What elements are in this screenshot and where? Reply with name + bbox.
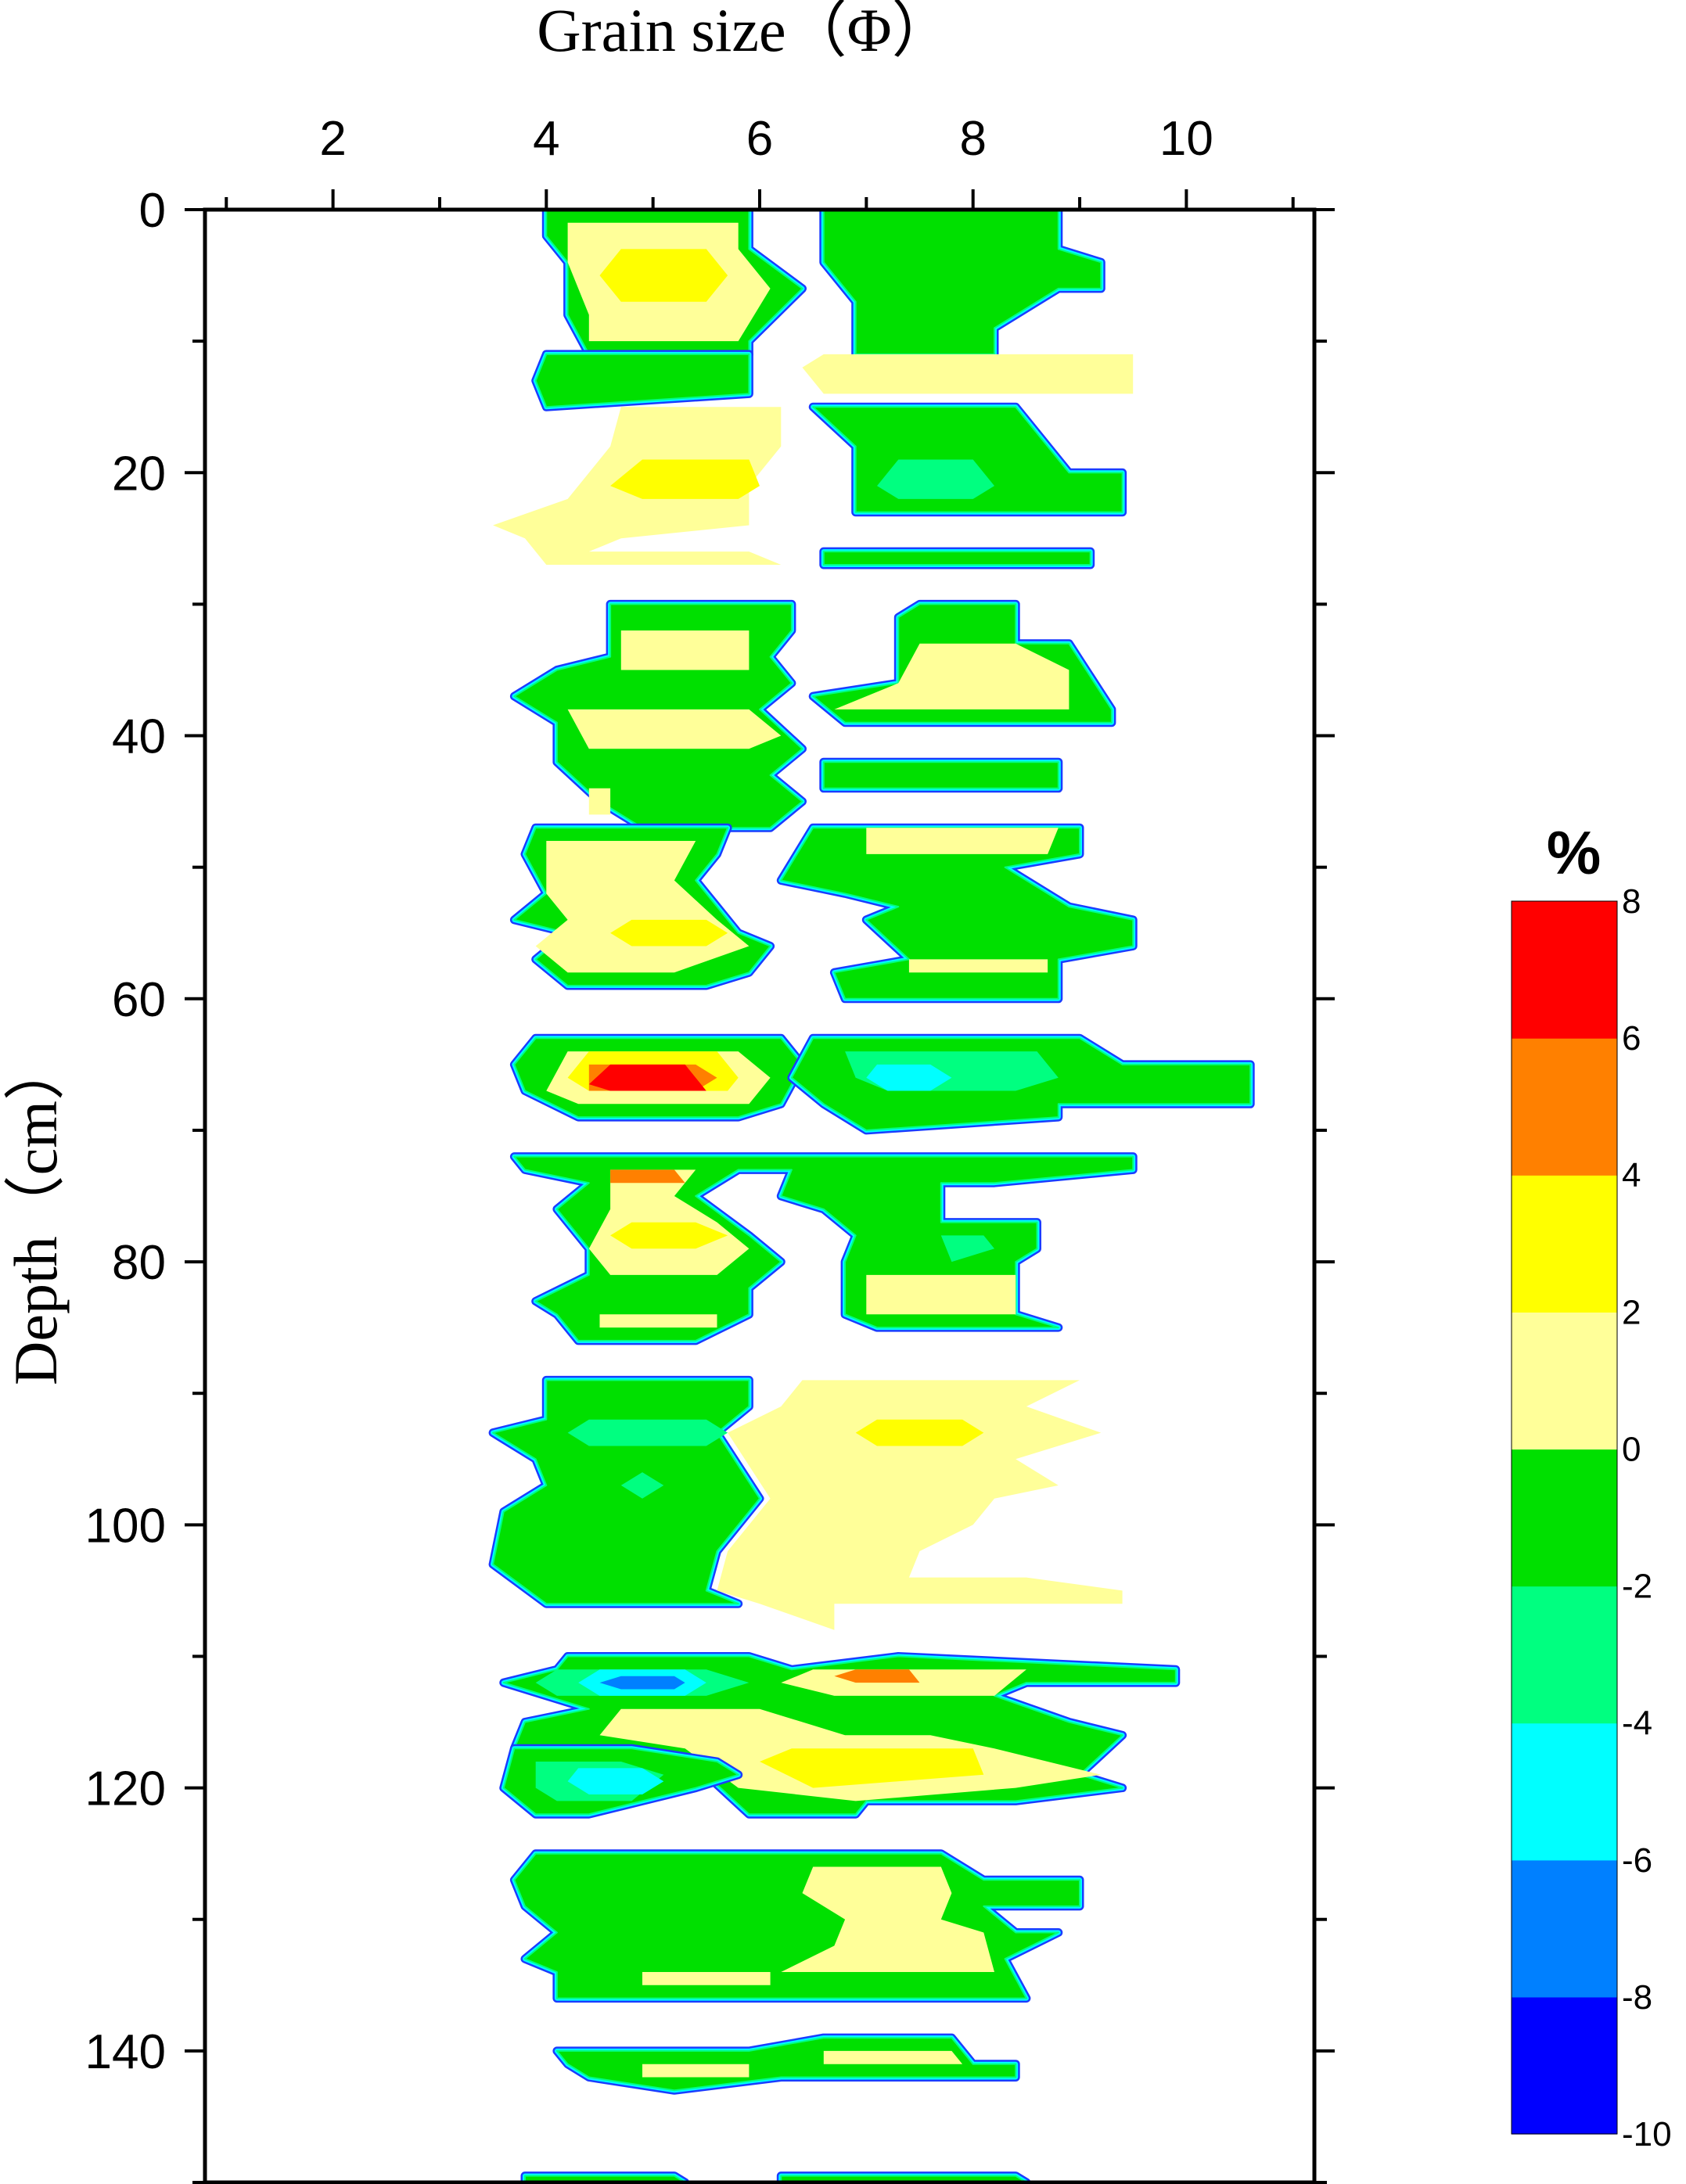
- colorbar-band: [1512, 1859, 1617, 1998]
- y-tick-label: 20: [112, 447, 166, 501]
- colorbar-label: 2: [1622, 1293, 1641, 1331]
- y-axis: 0 20 40 60 80 100 120 140: [85, 184, 1335, 2184]
- colorbar-band: [1512, 1722, 1617, 1861]
- y-tick-label: 120: [85, 1762, 166, 1816]
- colorbar-band: [1512, 1586, 1617, 1724]
- colorbar-label: 0: [1622, 1430, 1641, 1468]
- y-axis-title: Depth（cm）: [2, 1040, 70, 1385]
- x-tick-label: 4: [533, 112, 559, 166]
- contour-region-59: [823, 2050, 963, 2064]
- colorbar-label: -6: [1622, 1841, 1652, 1880]
- contour-region-48: [834, 1669, 920, 1683]
- contour-region-13: [567, 709, 782, 749]
- colorbar-band: [1512, 901, 1617, 1039]
- contour-region-37: [866, 1274, 1016, 1315]
- colorbar-label: 6: [1622, 1019, 1641, 1058]
- contour-region-19: [866, 828, 1059, 854]
- x-tick-label: 10: [1159, 112, 1213, 166]
- contour-region-40: [567, 1419, 728, 1446]
- x-axis: 2 4 6 8 10: [225, 112, 1295, 2184]
- colorbar-label: -2: [1622, 1568, 1652, 1606]
- contour-region-41: [620, 1472, 664, 1499]
- colorbar-band: [1512, 1312, 1617, 1450]
- contour-region-10: [822, 551, 1091, 566]
- colorbar: -10 -8 -6 -4 -2 0 2 4 6 8%: [1511, 818, 1672, 2153]
- x-tick-label: 8: [959, 112, 986, 166]
- contour-region-2: [599, 249, 728, 302]
- x-tick-label: 2: [319, 112, 346, 166]
- contour-region-42: [717, 1380, 1123, 1630]
- colorbar-label: 4: [1622, 1156, 1641, 1194]
- contour-region-18: [780, 827, 1134, 1000]
- y-tick-label: 40: [112, 710, 166, 764]
- contour-region-7: [877, 459, 994, 499]
- colorbar-band: [1512, 1996, 1617, 2135]
- contour-region-43: [855, 1419, 984, 1446]
- y-tick-label: 0: [139, 184, 166, 238]
- contour-region-20: [908, 959, 1048, 973]
- contour-region-34: [610, 1222, 728, 1249]
- colorbar-label: -10: [1622, 2115, 1672, 2153]
- contour-region-5: [802, 354, 1134, 394]
- contour-region-51: [599, 1676, 685, 1690]
- contour-region-28: [588, 1064, 706, 1091]
- contour-region-54: [567, 1768, 664, 1794]
- contour-region-47: [760, 1748, 984, 1788]
- colorbar-label: -4: [1622, 1704, 1652, 1743]
- colorbar-label: -8: [1622, 1978, 1652, 2017]
- y-tick-label: 80: [112, 1236, 166, 1290]
- contour-region-35: [610, 1169, 685, 1184]
- y-tick-label: 60: [112, 973, 166, 1027]
- x-axis-title: Grain size（Φ）: [537, 0, 952, 64]
- plot-area: [205, 210, 1314, 2182]
- contour-region-16: [834, 643, 1069, 709]
- x-tick-label: 6: [746, 112, 773, 166]
- contour-region-36: [599, 1314, 717, 1328]
- colorbar-label: 8: [1622, 882, 1641, 921]
- plot-frame: [203, 207, 1317, 2184]
- contour-region-9: [610, 459, 760, 499]
- y-tick-label: 100: [85, 1499, 166, 1553]
- contour-region-12: [620, 630, 750, 670]
- contour-region-3: [534, 353, 750, 408]
- contour-region-4: [822, 210, 1102, 355]
- contour-region-23: [610, 919, 728, 947]
- contour-region-60: [642, 2064, 750, 2078]
- contour-region-17: [822, 761, 1059, 789]
- contour-region-14: [588, 788, 611, 815]
- colorbar-band: [1512, 1449, 1617, 1587]
- contour-region-56: [781, 1866, 994, 1972]
- colorbar-unit: %: [1547, 818, 1601, 887]
- y-tick-label: 140: [85, 2025, 166, 2079]
- contour-region-31: [866, 1064, 952, 1091]
- colorbar-band: [1512, 1175, 1617, 1313]
- contour-region-57: [642, 1972, 771, 1985]
- colorbar-band: [1512, 1038, 1617, 1176]
- colorbar-frame: [1511, 900, 1618, 2135]
- contour-region-38: [940, 1235, 994, 1263]
